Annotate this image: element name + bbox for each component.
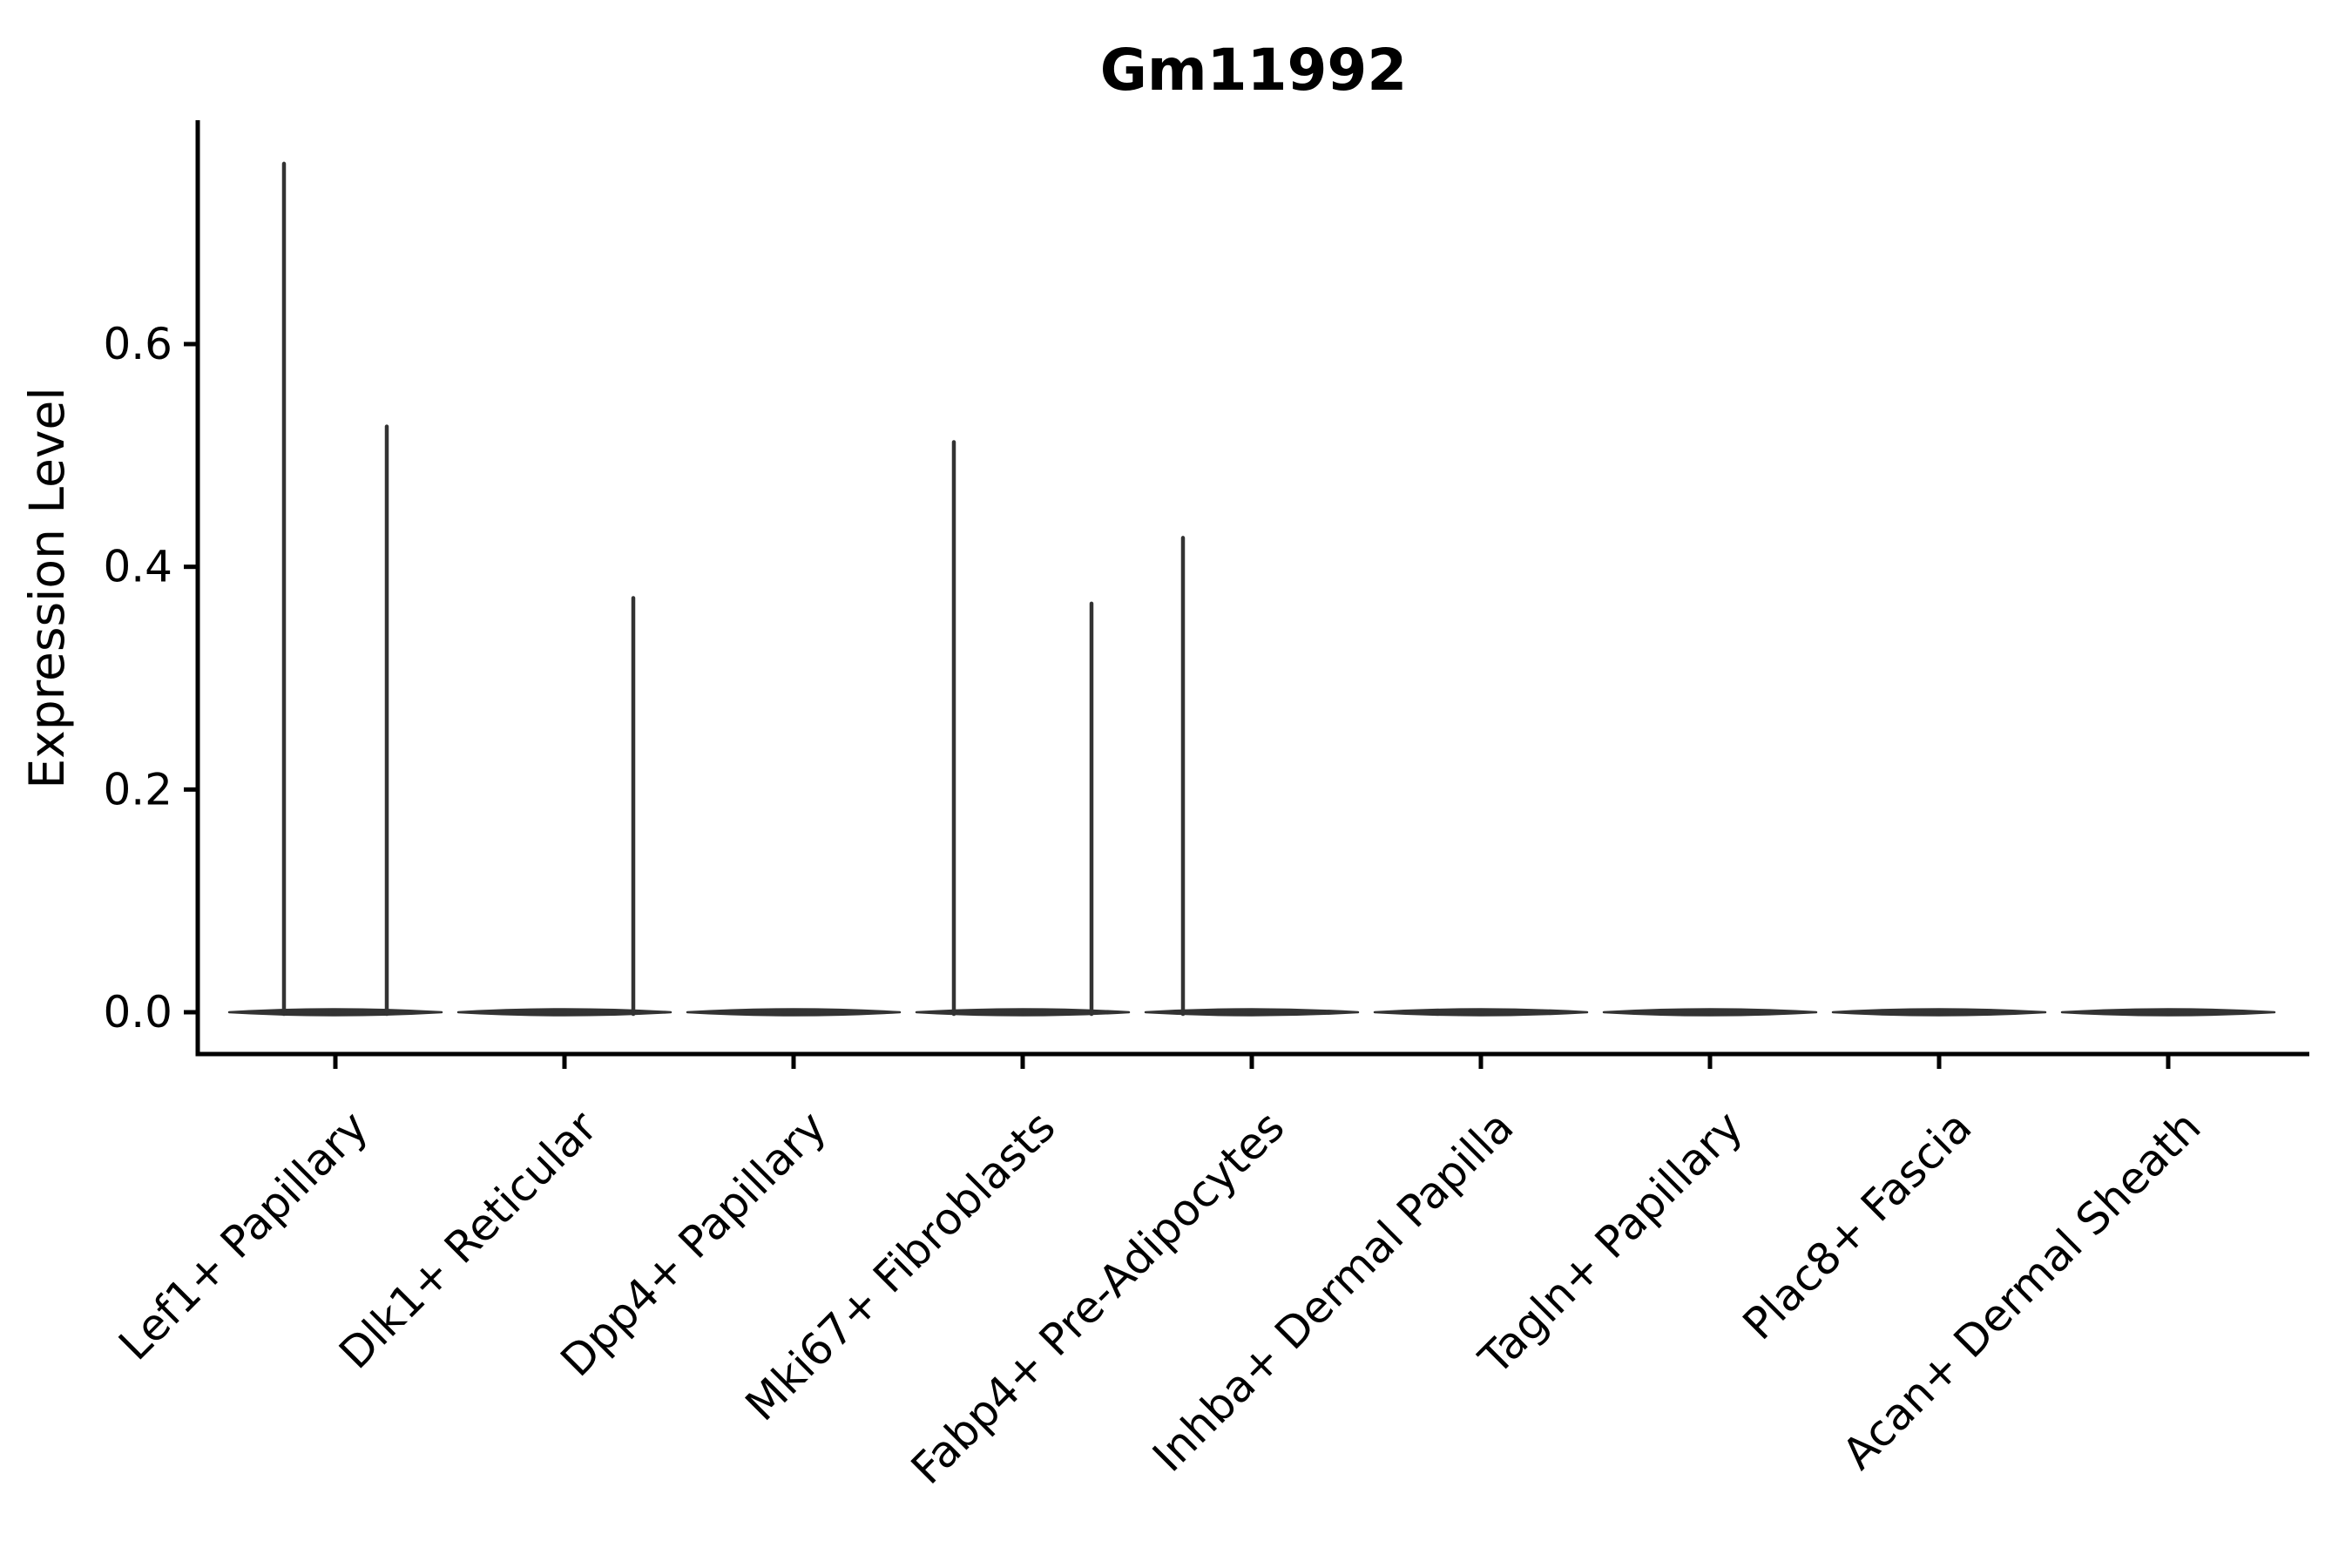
violin-baseline-lens (2060, 1008, 2276, 1017)
violin-baseline-lens (1831, 1008, 2047, 1017)
violin-baseline-lens (686, 1008, 902, 1017)
violin (1144, 536, 1360, 1017)
violin (227, 161, 443, 1017)
plot-title: Gm11992 (1100, 37, 1408, 104)
violins (227, 161, 2276, 1017)
violin (456, 596, 672, 1017)
violin-baseline-lens (456, 1008, 672, 1017)
violin (1602, 1008, 1818, 1017)
violin (1831, 1008, 2047, 1017)
violin (915, 440, 1131, 1017)
y-axis-label: Expression Level (19, 387, 75, 788)
y-tick-label: 0.2 (103, 764, 172, 814)
violin (1373, 1008, 1589, 1017)
violin (686, 1008, 902, 1017)
x-tick-label: Plac8+ Fascia (1734, 1101, 1982, 1349)
violin-baseline-lens (1602, 1008, 1818, 1017)
y-tick-label: 0.0 (103, 987, 172, 1037)
y-tick-label: 0.6 (103, 319, 172, 369)
violin (2060, 1008, 2276, 1017)
y-axis-ticks: 0.0 0.2 0.4 0.6 (103, 319, 198, 1037)
y-tick-label: 0.4 (103, 542, 172, 592)
x-tick-label: Lef1+ Papillary (109, 1101, 377, 1369)
violin-baseline-lens (1144, 1008, 1360, 1017)
violin-baseline-lens (1373, 1008, 1589, 1017)
violin-baseline-lens (915, 1008, 1131, 1017)
violin-baseline-lens (227, 1008, 443, 1017)
x-tick-label: Fabp4+ Pre-Adipocytes (902, 1101, 1294, 1494)
